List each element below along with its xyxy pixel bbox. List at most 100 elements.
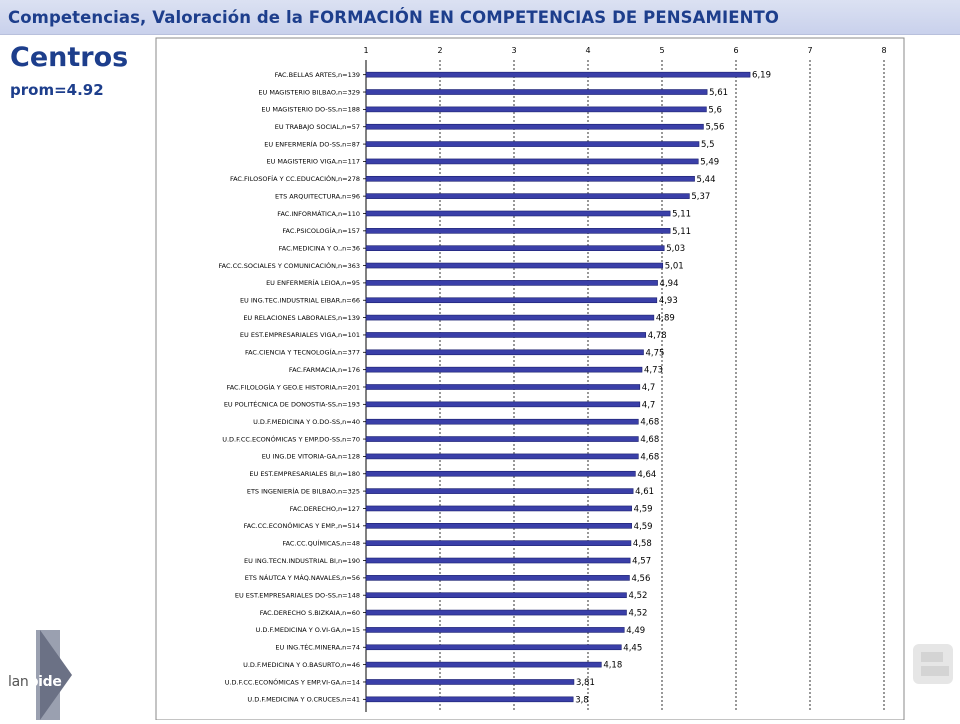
category-label: FAC.CC.SOCIALES Y COMUNICACIÓN,n=363 [219,261,360,270]
category-label: FAC.MEDICINA Y O.,n=36 [279,244,360,252]
data-label: 4,7 [642,383,656,393]
category-label: U.D.F.CC.ECONÓMICAS Y EMP.VI-GA,n=14 [225,677,360,686]
category-label: U.D.F.MEDICINA Y O.VI-GA,n=15 [256,626,360,634]
bar [365,332,647,338]
data-label: 4,61 [635,487,654,497]
bar [365,505,632,512]
x-tick-label: 4 [585,46,590,55]
bar [365,523,632,529]
category-label: EU RELACIONES LABORALES,n=139 [243,314,360,322]
category-label: U.D.F.MEDICINA Y O.DO-SS,n=40 [253,418,360,426]
bar [365,436,639,442]
data-label: 4,56 [631,574,650,584]
bar [365,280,658,286]
bar [365,262,664,269]
bar [365,89,708,95]
data-label: 5,56 [705,123,724,133]
category-label: FAC.INFORMÁTICA,n=110 [277,209,360,218]
bar [365,297,658,304]
data-label: 5,11 [672,227,691,237]
data-label: 4,94 [660,279,679,289]
plot-frame [155,37,905,720]
data-label: 4,68 [640,418,659,428]
data-label: 4,68 [640,435,659,445]
data-label: 5,49 [700,157,719,167]
x-tick-label: 7 [807,46,812,55]
category-label: EU ING.TEC.INDUSTRIAL EIBAR,n=66 [240,297,360,305]
category-label: FAC.DERECHO,n=127 [290,505,360,513]
bar [365,575,630,581]
x-tick-label: 5 [659,46,664,55]
data-label: 5,61 [709,88,728,98]
bar [365,245,665,251]
data-label: 5,01 [665,262,684,272]
bar [365,141,700,147]
value-labels: 6,195,615,65,565,55,495,445,375,115,115,… [575,71,771,706]
data-label: 4,59 [634,504,653,514]
data-label: 5,11 [672,209,691,219]
category-label: FAC.FILOLOGÍA Y GEO.E HISTORIA,n=201 [227,382,360,391]
category-label: U.D.F.MEDICINA Y O.CRUCES,n=41 [247,696,360,704]
bar [365,401,641,408]
bar [365,193,690,199]
logo-text-b: bide [28,674,62,690]
category-label: EU EST.EMPRESARIALES BI,n=180 [249,470,360,478]
bar [365,418,639,425]
bar [365,384,641,390]
bar [365,679,575,685]
data-label: 4,7 [642,400,656,410]
logo-wordmark: lanbide [8,674,62,690]
x-tick-label: 3 [511,46,516,55]
data-label: 4,73 [644,366,663,376]
bar [365,696,574,703]
data-label: 5,6 [708,105,722,115]
header-title: Competencias, Valoración de la FORMACIÓN… [8,8,779,27]
category-label: FAC.CC.ECONÓMICAS Y EMP.,n=514 [244,521,360,530]
bar [365,470,636,477]
logo: lanbide [0,630,136,720]
watermark-icon [913,644,953,684]
x-tick-label: 2 [437,46,442,55]
bar [365,627,625,633]
category-label: FAC.FARMACIA,n=176 [289,366,360,374]
category-label: ETS NÁUTCA Y MÁQ.NAVALES,n=56 [245,573,360,582]
category-label: U.D.F.CC.ECONÓMICAS Y EMP.DO-SS,n=70 [222,434,360,443]
category-label: EU POLITÉCNICA DE DONOSTIA-SS,n=193 [224,400,360,409]
bar [365,661,602,668]
category-label: EU MAGISTERIO DO-SS,n=188 [261,106,360,114]
bar [365,453,639,460]
category-label: ETS INGENIERÍA DE BILBAO,n=325 [247,486,360,495]
x-tick-label: 1 [363,46,368,55]
bar [365,106,707,113]
data-label: 5,5 [701,140,715,150]
bar [365,228,671,234]
category-label: EU ING.TÉC.MINERA,n=74 [275,643,360,652]
data-label: 4,52 [628,609,647,619]
category-label: FAC.FILOSOFÍA Y CC.EDUCACIÓN,n=278 [230,174,360,183]
data-label: 4,52 [628,591,647,601]
bars [363,71,751,703]
data-label: 4,78 [648,331,667,341]
data-label: 4,57 [632,557,651,567]
category-label: FAC.BELLAS ARTES,n=139 [275,71,360,79]
data-label: 4,93 [659,296,678,306]
logo-mark [36,630,72,720]
data-label: 4,59 [634,522,653,532]
data-label: 3,8 [575,695,589,705]
category-label: FAC.PSICOLOGÍA,n=157 [282,226,360,235]
bar [365,71,751,78]
category-label: ETS ARQUITECTURA,n=96 [275,192,360,200]
category-label: EU ING.DE VITORIA-GA,n=128 [262,453,360,461]
data-label: 5,37 [691,192,710,202]
data-label: 3,81 [576,678,595,688]
data-label: 4,58 [633,539,652,549]
category-label: EU MAGISTERIO VIGA,n=117 [266,158,360,166]
section-title: Centros [10,42,129,73]
data-label: 4,75 [646,348,665,358]
bar [365,609,627,616]
bar [365,158,699,165]
category-label: FAC.DERECHO S.BIZKAIA,n=60 [260,609,360,617]
bar [365,314,655,321]
data-label: 4,45 [623,643,642,653]
